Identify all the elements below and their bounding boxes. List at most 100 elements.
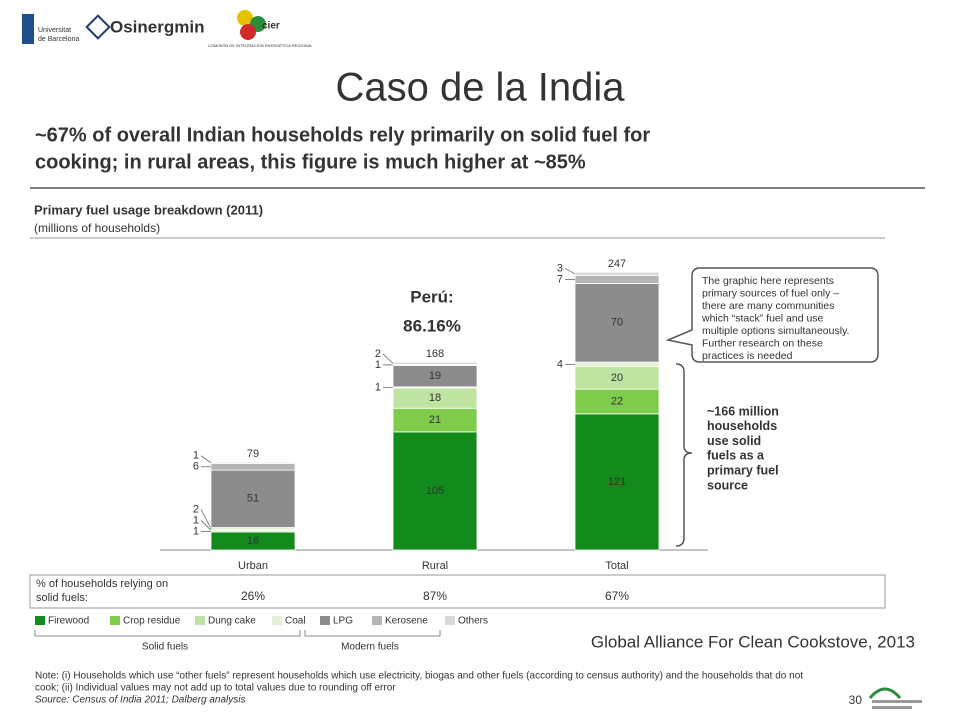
peru-value: 86.16% <box>403 316 461 335</box>
value-label: 2 <box>193 503 199 515</box>
total-label: 79 <box>247 448 259 460</box>
legend-group: Modern fuels <box>341 642 399 653</box>
total-label: 168 <box>426 348 444 360</box>
leader-line <box>564 268 576 275</box>
legend-label: LPG <box>333 616 353 627</box>
bracket-line: primary fuel <box>707 463 779 477</box>
citation: Global Alliance For Clean Cookstove, 201… <box>591 632 915 651</box>
bar-segment <box>574 282 660 363</box>
leader-line <box>200 509 212 529</box>
headline: ~67% of overall Indian households rely p… <box>35 124 650 146</box>
value-label: 18 <box>429 392 441 404</box>
value-label: 19 <box>429 370 441 382</box>
callout-line: there are many communities <box>702 300 834 312</box>
footer-logo-mark <box>872 706 912 709</box>
share-value: 26% <box>241 589 265 603</box>
leader-line <box>382 353 394 364</box>
legend-swatch <box>372 616 382 625</box>
legend-swatch <box>272 616 282 625</box>
ub-shield <box>22 14 34 44</box>
leader-line <box>200 455 212 464</box>
value-label: 16 <box>247 535 259 547</box>
value-label: 1 <box>375 359 381 371</box>
legend-group-bracket <box>34 630 441 637</box>
bar-segment <box>574 361 660 368</box>
x-tick-label: Urban <box>238 560 268 572</box>
value-label: 22 <box>611 395 623 407</box>
osinergmin-mark <box>85 14 111 40</box>
value-label: 1 <box>193 525 199 537</box>
page-number: 30 <box>849 693 863 707</box>
bracket <box>675 363 693 547</box>
value-label: 70 <box>611 317 623 329</box>
bar-segment <box>210 462 296 471</box>
bar-segment <box>392 361 478 365</box>
callout-line: primary sources of fuel only – <box>702 287 839 299</box>
callout-line: multiple options simultaneously. <box>702 325 849 337</box>
legend-label: Firewood <box>48 616 89 627</box>
value-label: 7 <box>557 273 563 285</box>
value-label: 1 <box>193 514 199 526</box>
x-tick-label: Rural <box>422 560 448 572</box>
share-label: solid fuels: <box>36 592 88 604</box>
value-label: 21 <box>429 414 441 426</box>
value-label: 2 <box>375 348 381 360</box>
callout-line: practices is needed <box>702 350 793 362</box>
total-label: 247 <box>608 258 626 270</box>
legend-swatch <box>320 616 330 625</box>
footer-logo <box>868 687 922 709</box>
cier-text: cier <box>262 21 280 32</box>
bar-segment <box>574 275 660 284</box>
ub-text: de Barcelona <box>38 36 79 43</box>
logo-osinergmin: Osinergmin <box>85 14 204 40</box>
value-label: 4 <box>557 358 563 370</box>
bracket-line: ~166 million <box>707 404 779 418</box>
callout-bubble <box>665 267 879 363</box>
bracket-line: fuels as a <box>707 449 765 463</box>
value-label: 1 <box>375 381 381 393</box>
osinergmin-text: Osinergmin <box>110 17 204 36</box>
callout-line: Further research on these <box>702 337 823 349</box>
bar-segment <box>392 431 478 551</box>
share-label: % of households relying on <box>36 578 168 590</box>
footer-logo-mark <box>872 700 922 703</box>
bracket-line: households <box>707 419 777 433</box>
bar-segment <box>574 388 660 415</box>
legend-group: Solid fuels <box>142 642 188 653</box>
legend-label: Dung cake <box>208 616 256 627</box>
ub-text: Universitat <box>38 27 71 34</box>
bracket-line: use solid <box>707 434 761 448</box>
value-label: 105 <box>426 485 444 497</box>
chart-subtitle: (millions of households) <box>34 221 160 235</box>
value-label: 6 <box>193 461 199 473</box>
value-label: 121 <box>608 476 626 488</box>
x-tick-label: Total <box>605 560 628 572</box>
slide-title: Caso de la India <box>335 66 625 110</box>
legend-label: Kerosene <box>385 616 428 627</box>
legend-swatch <box>35 616 45 625</box>
value-label: 1 <box>193 450 199 462</box>
legend-label: Crop residue <box>123 616 181 627</box>
note: Note: (i) Households which use “other fu… <box>35 671 803 682</box>
legend-label: Coal <box>285 616 306 627</box>
chart-title: Primary fuel usage breakdown (2011) <box>34 202 263 217</box>
leader-line <box>200 520 212 531</box>
cier-circle <box>240 24 256 40</box>
bar-segment <box>210 469 296 528</box>
legend-swatch <box>445 616 455 625</box>
bar-segment <box>574 413 660 551</box>
cier-circle <box>237 10 253 26</box>
share-value: 67% <box>605 589 629 603</box>
note: cook; (ii) Individual values may not add… <box>35 683 396 694</box>
headline: cooking; in rural areas, this figure is … <box>35 151 586 173</box>
bar-segment <box>574 271 660 276</box>
callout-line: which “stack” fuel and use <box>701 312 824 324</box>
legend-swatch <box>195 616 205 625</box>
value-label: 51 <box>247 493 259 505</box>
source: Source: Census of India 2011; Dalberg an… <box>35 695 246 706</box>
legend-label: Others <box>458 616 488 627</box>
bar-segment <box>210 461 296 464</box>
